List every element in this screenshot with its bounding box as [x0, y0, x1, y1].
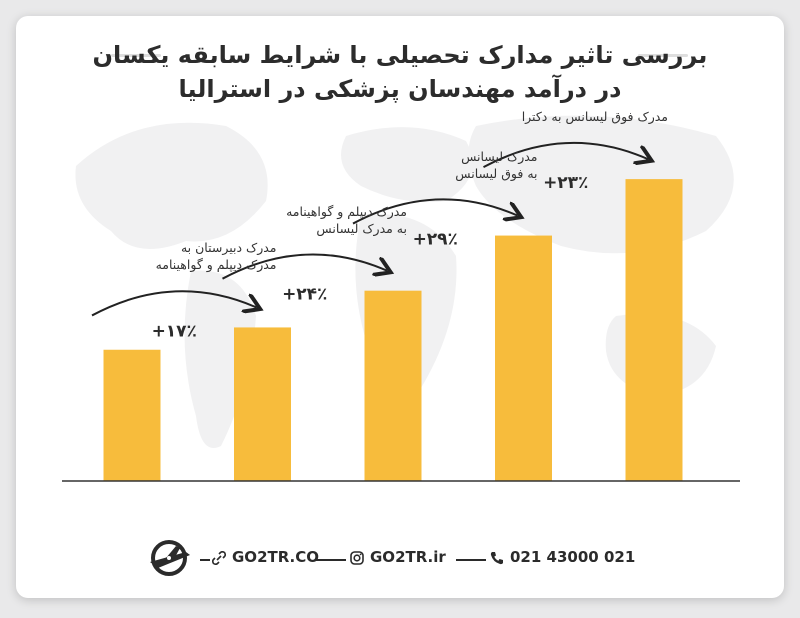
- annotation-2: مدرک دیپلم و گواهینامه به مدرک لیسانس: [286, 203, 407, 237]
- bar-5: [625, 179, 683, 481]
- annotation-line: مدرک دیپلم و گواهینامه: [286, 203, 407, 219]
- change-label-3: +۲۹٪: [413, 230, 458, 250]
- instagram-text: GO2TR.ir: [370, 548, 446, 566]
- plane-logo-icon: [146, 538, 192, 582]
- instagram-icon: [350, 551, 364, 565]
- change-label-2: +۲۴٪: [282, 285, 327, 305]
- growth-arrow-2: [222, 253, 388, 280]
- change-label-1: +۱۷٪: [152, 321, 197, 341]
- footer-divider: [200, 559, 210, 561]
- phone-number[interactable]: 021 43000 021: [490, 548, 635, 566]
- phone-icon: [490, 552, 503, 565]
- annotation-line: به فوق لیسانس: [455, 165, 538, 181]
- link-icon: [211, 550, 227, 566]
- change-label-4: +۲۳٪: [543, 173, 588, 193]
- annotation-line: مدرک دیپلم و گواهینامه: [155, 257, 277, 273]
- title-decor-line-right: [638, 54, 688, 57]
- bar-chart: +۱۷٪ +۲۴٪ +۲۹٪ +۲۳٪: [62, 141, 740, 482]
- instagram-link[interactable]: GO2TR.ir: [350, 548, 446, 566]
- annotation-3: مدرک لیسانس به فوق لیسانس: [455, 148, 537, 182]
- website-link[interactable]: GO2TR.CO: [211, 548, 320, 566]
- title-line-2: در درآمد مهندسان پزشکی در استرالیا: [178, 75, 622, 103]
- footer-divider: [316, 559, 346, 561]
- annotation-1: مدرک دبیرستان به مدرک دیپلم و گواهینامه: [156, 239, 277, 273]
- infographic-card: بررسی تاثیر مدارک تحصیلی با شرایط سابقه …: [16, 16, 784, 598]
- bar-2: [234, 327, 291, 481]
- bar-3: [364, 290, 422, 481]
- annotation-4: مدرک فوق لیسانس به دکترا: [522, 108, 668, 125]
- title-decor-line-left: [111, 54, 161, 57]
- footer: GO2TR.CO GO2TR.ir 021 43000 021: [16, 536, 784, 580]
- phone-text: 021 43000 021: [510, 548, 636, 566]
- website-text: GO2TR.CO: [232, 548, 320, 566]
- annotation-line: مدرک دبیرستان به: [180, 240, 277, 256]
- annotation-line: مدرک لیسانس: [461, 148, 538, 164]
- growth-arrow-1: [91, 290, 257, 317]
- annotation-line: به مدرک لیسانس: [316, 220, 407, 236]
- annotation-line: مدرک فوق لیسانس به دکترا: [521, 109, 668, 125]
- growth-arrow-3: [352, 198, 518, 225]
- title-line-1: بررسی تاثیر مدارک تحصیلی با شرایط سابقه …: [92, 41, 708, 69]
- footer-divider: [456, 559, 486, 561]
- chart-title: بررسی تاثیر مدارک تحصیلی با شرایط سابقه …: [16, 38, 784, 106]
- bar-4: [495, 235, 552, 481]
- bar-1: [103, 349, 161, 481]
- growth-arrow-4: [483, 141, 649, 169]
